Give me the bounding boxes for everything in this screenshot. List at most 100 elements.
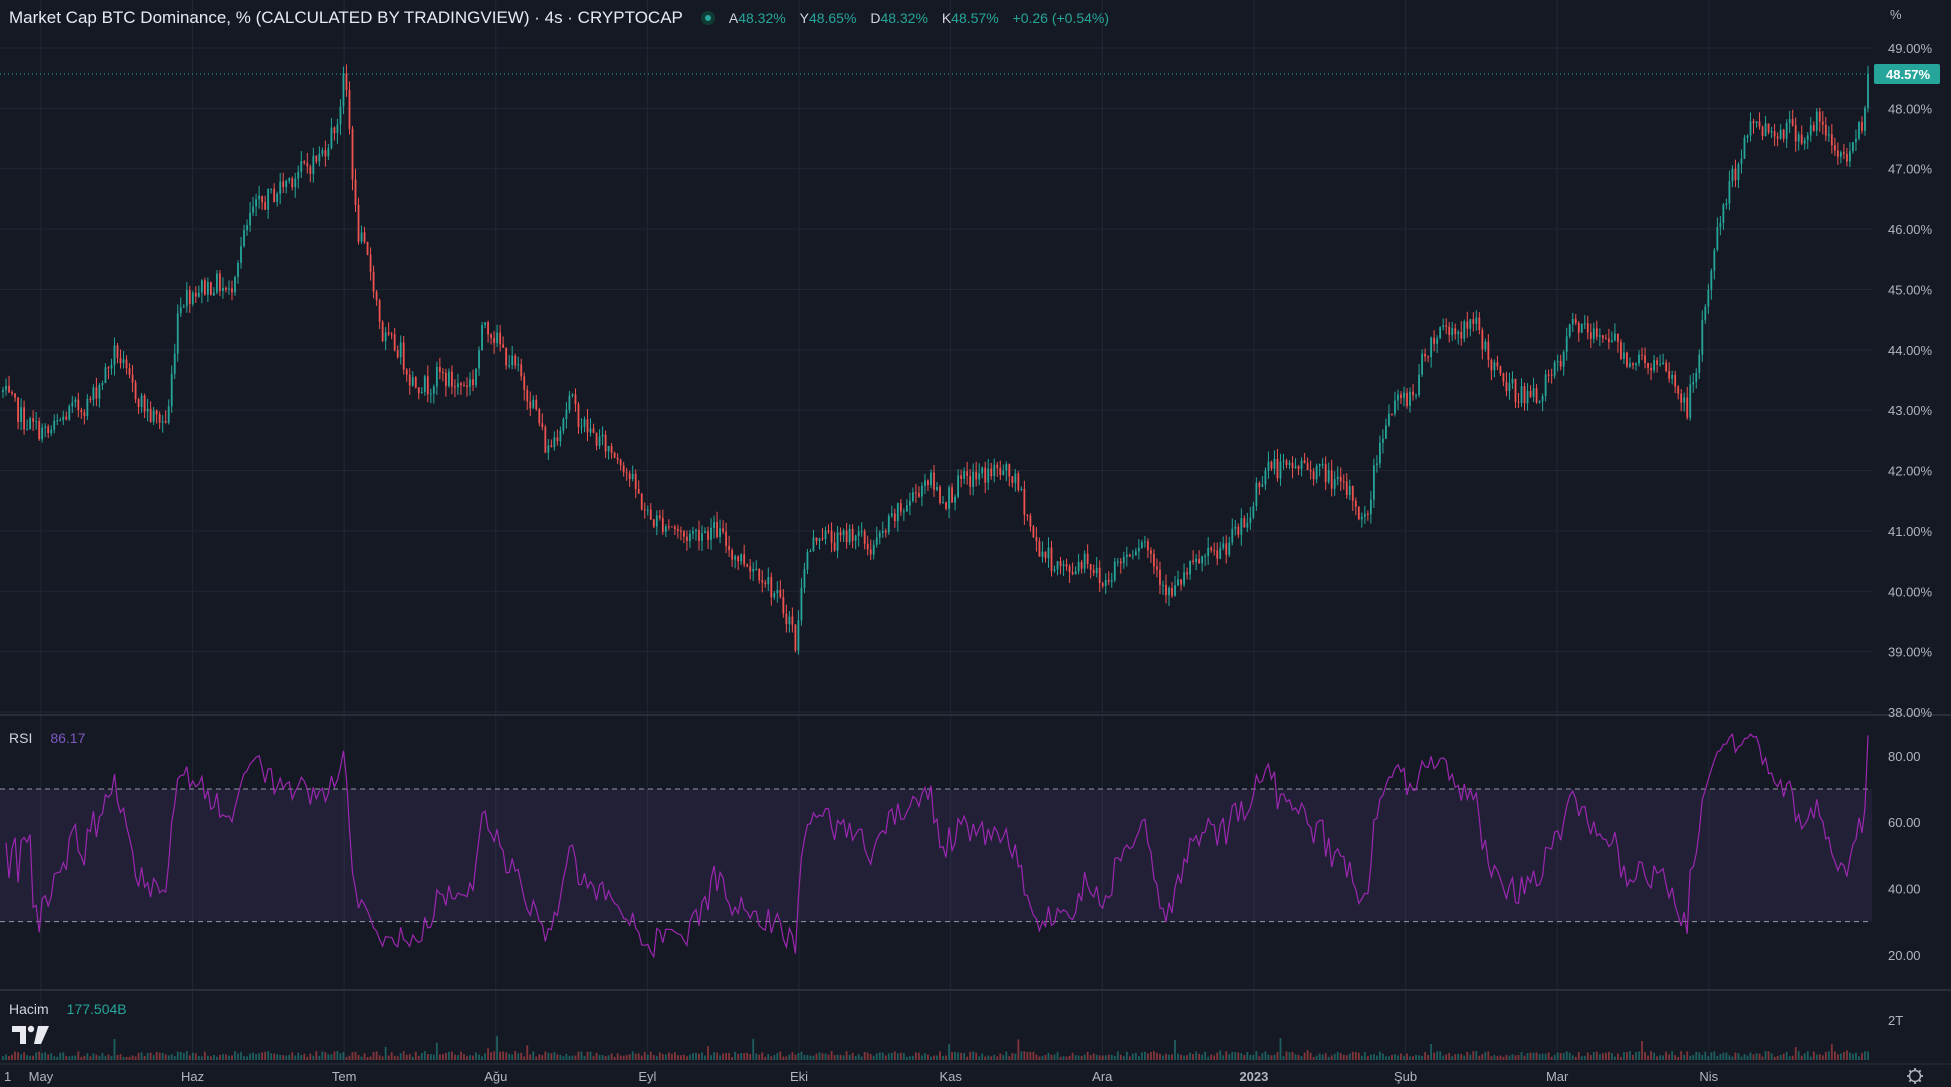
candle-body (872, 544, 875, 555)
volume-bar (234, 1051, 236, 1060)
rsi-legend[interactable]: RSI 86.17 (9, 730, 85, 746)
volume-bar (1351, 1051, 1354, 1060)
candle-body (1433, 337, 1436, 344)
volume-bar (191, 1052, 194, 1060)
candle-body (535, 399, 538, 410)
price-tick-label: 44.00% (1888, 343, 1933, 358)
candle-body (1288, 462, 1291, 465)
ohlc-high-value: 48.65% (808, 10, 857, 26)
candle-body (50, 429, 53, 434)
candle-body (1002, 470, 1005, 475)
candle-body (197, 292, 200, 297)
candle-body (824, 530, 827, 540)
candle-body (1824, 124, 1827, 136)
candle-body (661, 517, 664, 532)
volume-bar (514, 1051, 517, 1060)
candle-body (1005, 464, 1008, 471)
candle-body (330, 127, 333, 149)
candle-body (1174, 585, 1176, 596)
candle-body (568, 395, 571, 411)
candle-body (158, 414, 161, 423)
volume-bar (972, 1051, 975, 1060)
candle-body (1746, 135, 1749, 138)
tradingview-logo-icon[interactable] (12, 1024, 52, 1046)
volume-bar (634, 1053, 637, 1060)
time-tick-label: Tem (332, 1069, 357, 1084)
volume-bar (1086, 1051, 1089, 1060)
candle-body (502, 344, 505, 348)
volume-bar (20, 1054, 22, 1060)
candle-body (339, 106, 342, 125)
volume-bar (366, 1056, 369, 1060)
candle-body (475, 368, 477, 386)
volume-bar (1722, 1052, 1725, 1060)
volume-bar (306, 1056, 309, 1060)
volume-bar (324, 1052, 327, 1060)
candle-body (788, 616, 791, 625)
volume-bar (1574, 1056, 1577, 1060)
volume-bar (625, 1055, 628, 1060)
candle-body (387, 332, 390, 334)
volume-bar (41, 1053, 44, 1060)
volume-bar (119, 1053, 122, 1060)
volume-bar (670, 1053, 673, 1060)
rsi-tick-label: 20.00 (1888, 948, 1921, 963)
candle-body (1451, 328, 1454, 336)
volume-bar (743, 1052, 746, 1060)
volume-bar (707, 1046, 709, 1060)
volume-bar (1668, 1054, 1671, 1060)
candle-body (225, 287, 227, 290)
candle-body (954, 496, 956, 503)
candle-body (399, 342, 402, 358)
candle-body (1779, 129, 1782, 139)
candle-body (833, 542, 836, 551)
volume-bar (1472, 1051, 1475, 1060)
volume-bar (996, 1056, 999, 1060)
volume-bar (1143, 1051, 1146, 1060)
candle-body (140, 395, 143, 407)
candle-body (794, 624, 797, 651)
candle-body (1062, 564, 1065, 566)
price-tick-label: 39.00% (1888, 645, 1933, 660)
volume-bar (1502, 1056, 1505, 1060)
settings-gear-icon[interactable] (1907, 1068, 1923, 1084)
price-tick-label: 40.00% (1888, 584, 1933, 599)
candle-body (420, 392, 423, 394)
time-tick-label: Mar (1546, 1069, 1569, 1084)
candle-body (1514, 378, 1517, 402)
volume-bar (565, 1053, 568, 1060)
volume-bar (505, 1052, 508, 1060)
candle-body (1104, 579, 1107, 586)
volume-bar (866, 1052, 869, 1060)
volume-bar (800, 1051, 803, 1060)
volume-bar (493, 1051, 496, 1060)
volume-bar (1273, 1054, 1276, 1060)
volume-bar (396, 1056, 399, 1060)
volume-bar (875, 1053, 878, 1060)
candle-body (1653, 360, 1655, 371)
candle-body (1725, 203, 1728, 205)
volume-bar (131, 1055, 134, 1060)
volume-bar (1517, 1054, 1520, 1060)
volume-bar (357, 1054, 360, 1060)
volume-bar (1083, 1054, 1086, 1060)
candle-body (396, 350, 399, 358)
volume-bar (475, 1052, 477, 1060)
volume-legend[interactable]: Hacim 177.504B (9, 1001, 127, 1017)
volume-bar (619, 1055, 622, 1060)
candle-body (1577, 322, 1580, 333)
candle-body (634, 473, 637, 490)
symbol-title[interactable]: Market Cap BTC Dominance, % (CALCULATED … (9, 8, 683, 27)
volume-bar (1023, 1051, 1026, 1060)
candle-body (188, 290, 191, 304)
candle-body (689, 533, 691, 541)
volume-bar (339, 1053, 342, 1060)
candle-body (155, 410, 158, 415)
candle-body (1656, 360, 1658, 365)
volume-bar (309, 1053, 312, 1060)
candle-body (1369, 499, 1372, 515)
volume-bar (942, 1055, 944, 1060)
volume-bar (451, 1051, 453, 1060)
volume-bar (1803, 1053, 1806, 1060)
